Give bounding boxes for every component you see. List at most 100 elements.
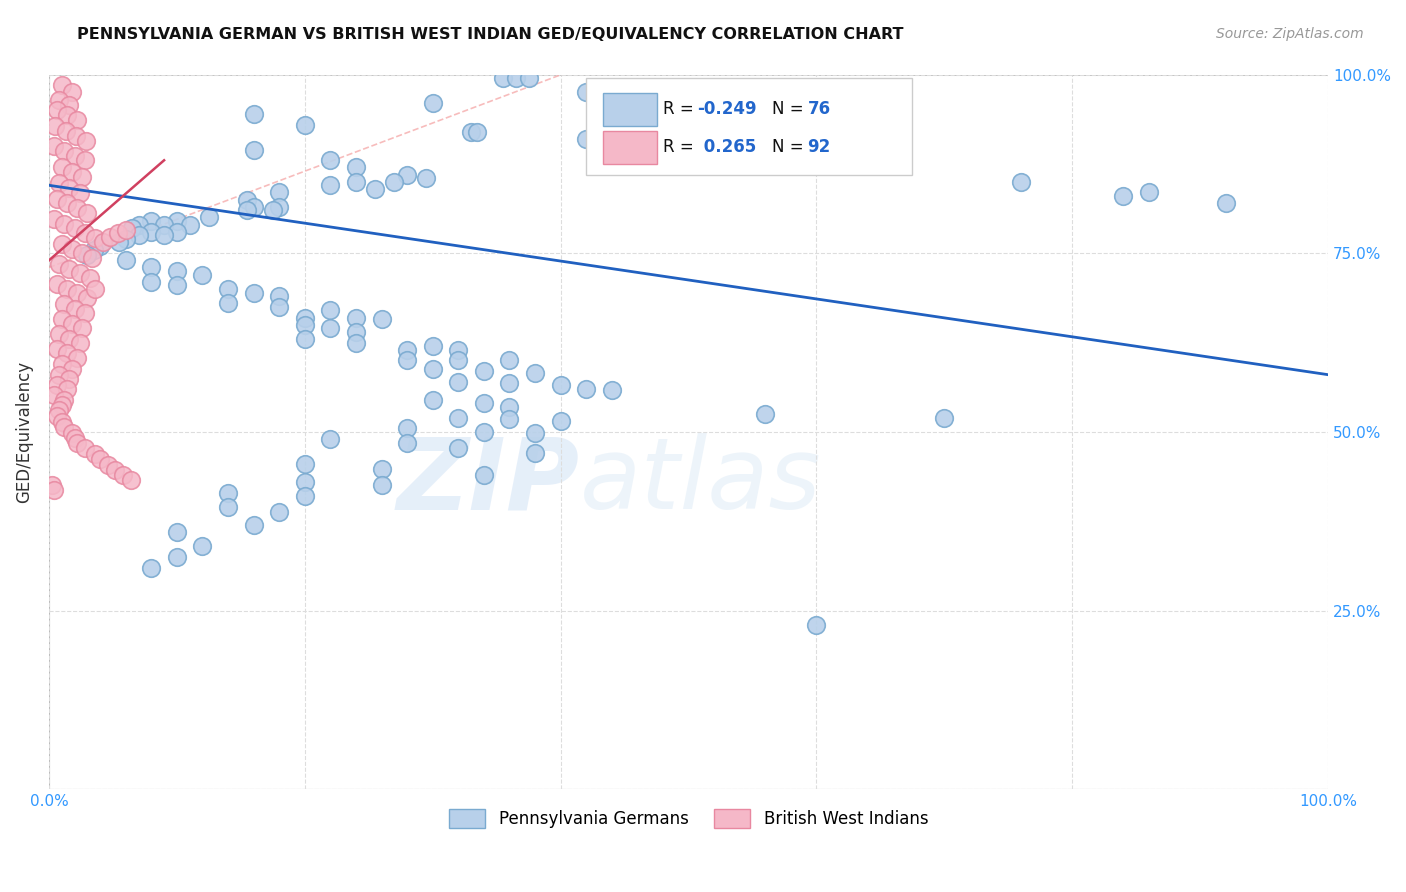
Point bbox=[70, 321, 93, 335]
Point bbox=[60, 425, 83, 440]
Point bbox=[269, 505, 291, 519]
Point bbox=[422, 362, 444, 376]
Point bbox=[396, 421, 419, 435]
Point bbox=[524, 426, 547, 441]
Point bbox=[575, 132, 598, 146]
Point bbox=[114, 232, 136, 246]
Point bbox=[524, 446, 547, 460]
Point bbox=[364, 182, 387, 196]
Point bbox=[121, 221, 143, 235]
Point bbox=[48, 326, 70, 341]
Point bbox=[51, 415, 73, 429]
Point bbox=[75, 134, 97, 148]
Point bbox=[498, 400, 520, 414]
Point bbox=[217, 296, 239, 310]
Point bbox=[396, 353, 419, 368]
Point bbox=[42, 211, 65, 226]
Legend: Pennsylvania Germans, British West Indians: Pennsylvania Germans, British West India… bbox=[441, 802, 935, 835]
Point bbox=[58, 97, 80, 112]
Point bbox=[91, 235, 114, 250]
Point bbox=[217, 485, 239, 500]
Point bbox=[76, 206, 98, 220]
Point bbox=[89, 452, 111, 467]
Point bbox=[45, 192, 67, 206]
Point bbox=[754, 407, 776, 421]
Point bbox=[344, 161, 367, 175]
Point bbox=[294, 457, 316, 471]
Point bbox=[269, 300, 291, 314]
Text: R =: R = bbox=[664, 138, 699, 156]
Point bbox=[60, 165, 83, 179]
Point bbox=[319, 303, 342, 318]
Point bbox=[242, 107, 264, 121]
Point bbox=[198, 211, 221, 225]
Point bbox=[48, 403, 70, 417]
Point bbox=[82, 251, 104, 265]
Point bbox=[472, 364, 495, 378]
Point bbox=[382, 175, 405, 189]
Point bbox=[58, 372, 80, 386]
Text: PENNSYLVANIA GERMAN VS BRITISH WEST INDIAN GED/EQUIVALENCY CORRELATION CHART: PENNSYLVANIA GERMAN VS BRITISH WEST INDI… bbox=[77, 27, 904, 42]
Point bbox=[319, 178, 342, 193]
Point bbox=[42, 387, 65, 401]
Point bbox=[42, 139, 65, 153]
Point bbox=[396, 343, 419, 357]
Text: N =: N = bbox=[772, 100, 808, 118]
Point bbox=[467, 125, 489, 139]
Point bbox=[319, 153, 342, 168]
Point bbox=[56, 196, 79, 211]
Point bbox=[319, 432, 342, 446]
Point bbox=[53, 420, 76, 434]
Point bbox=[498, 412, 520, 426]
Point bbox=[45, 409, 67, 424]
Point bbox=[70, 170, 93, 185]
Point bbox=[53, 392, 76, 407]
Point bbox=[415, 171, 437, 186]
Point bbox=[41, 478, 63, 492]
Point bbox=[396, 168, 419, 182]
Point bbox=[498, 353, 520, 368]
Point bbox=[60, 317, 83, 331]
Point bbox=[934, 410, 956, 425]
Text: R =: R = bbox=[664, 100, 699, 118]
Text: Source: ZipAtlas.com: Source: ZipAtlas.com bbox=[1216, 27, 1364, 41]
Text: ZIP: ZIP bbox=[396, 434, 579, 531]
Point bbox=[114, 222, 136, 236]
Point bbox=[498, 376, 520, 391]
Point bbox=[217, 500, 239, 514]
Point bbox=[447, 410, 470, 425]
Point bbox=[60, 86, 83, 100]
Point bbox=[48, 93, 70, 107]
Point bbox=[114, 253, 136, 268]
Point bbox=[600, 96, 623, 111]
Point bbox=[120, 474, 142, 488]
Point bbox=[65, 128, 87, 143]
Point bbox=[236, 203, 259, 218]
Point bbox=[447, 353, 470, 368]
Point bbox=[370, 462, 392, 476]
Point bbox=[76, 247, 98, 261]
Point bbox=[51, 357, 73, 371]
Point bbox=[63, 431, 86, 445]
Point bbox=[344, 325, 367, 339]
Point bbox=[63, 149, 86, 163]
Point bbox=[294, 118, 316, 132]
Point bbox=[60, 242, 83, 256]
Point bbox=[53, 297, 76, 311]
Text: 76: 76 bbox=[807, 100, 831, 118]
Text: -0.249: -0.249 bbox=[697, 100, 758, 118]
Point bbox=[396, 435, 419, 450]
Point bbox=[344, 335, 367, 350]
Point bbox=[73, 226, 96, 240]
FancyBboxPatch shape bbox=[603, 131, 657, 164]
Point bbox=[236, 193, 259, 207]
Point bbox=[56, 282, 79, 296]
Point bbox=[55, 124, 77, 138]
Point bbox=[447, 343, 470, 357]
Point bbox=[89, 239, 111, 253]
Point bbox=[104, 463, 127, 477]
Point bbox=[83, 243, 105, 257]
Point bbox=[447, 441, 470, 455]
Point bbox=[108, 235, 131, 250]
Point bbox=[97, 458, 120, 472]
